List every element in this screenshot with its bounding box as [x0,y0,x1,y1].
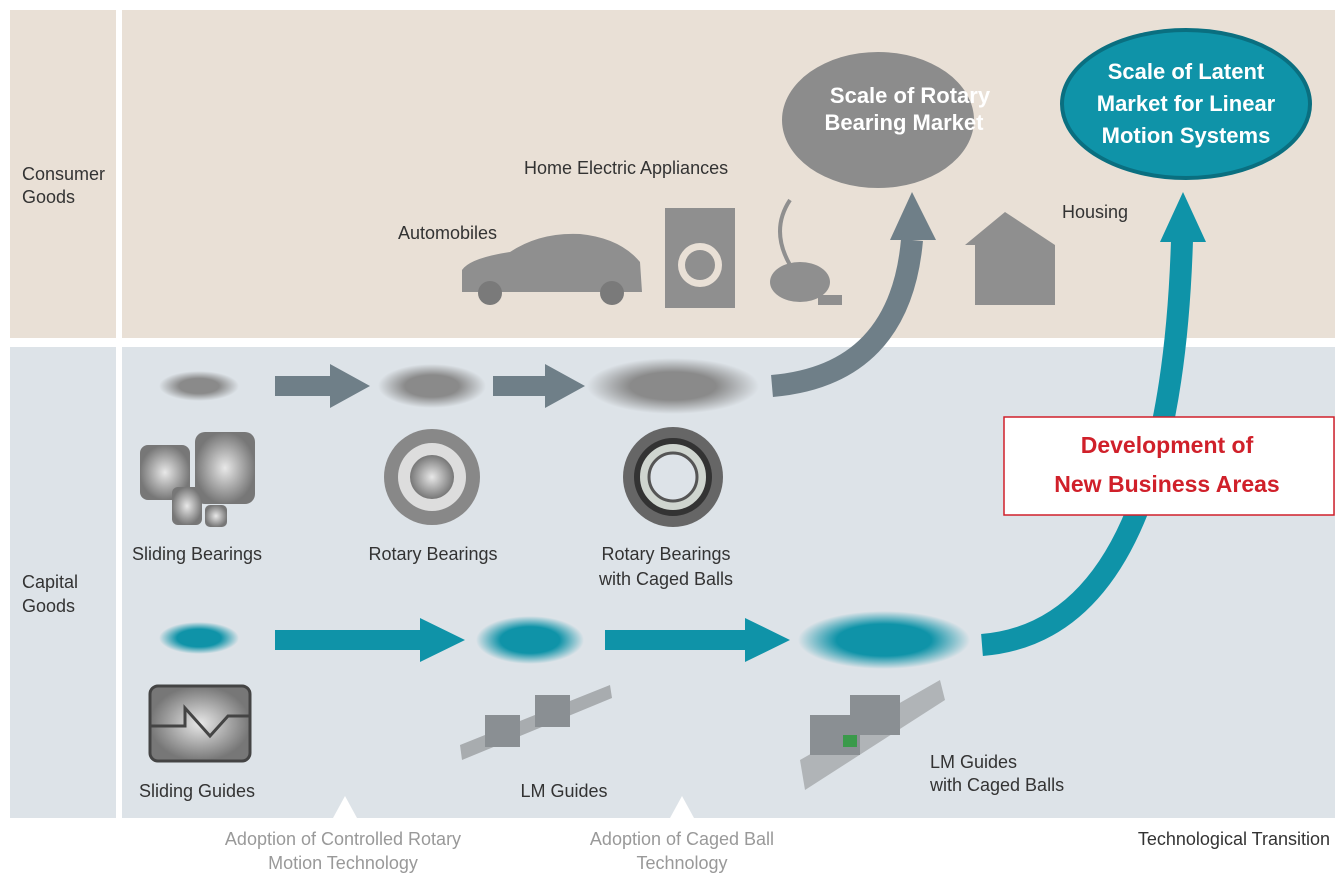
scale-blob [378,364,486,408]
column-divider [116,0,122,818]
diagram: Consumer Goods Capital Goods Scale of Ro… [0,0,1335,877]
car-wheel [478,281,502,305]
product-label: Sliding Bearings [132,544,262,564]
product-label: LM Guides [520,781,607,801]
callout-text: Development of [1081,432,1254,458]
icon-part [172,487,202,525]
sliding-guide-icon [150,686,250,761]
market-label: Scale of Latent [1108,59,1265,84]
product-label: Rotary Bearings [601,544,730,564]
row-label: Consumer [22,164,105,184]
row-label: Goods [22,187,75,207]
icon-part [850,695,900,735]
market-label: Market for Linear [1097,91,1276,116]
consumer-item: Housing [1062,202,1128,222]
scale-blob [159,371,239,401]
washer-door [685,250,715,280]
scale-blob [476,616,584,664]
consumer-item: Home Electric Appliances [524,158,728,178]
icon-part [535,695,570,727]
transition-label: Adoption of Caged Ball [590,829,774,849]
product-label: Sliding Guides [139,781,255,801]
product-label: with Caged Balls [598,569,733,589]
scale-blob [798,611,970,669]
scale-blob [587,358,759,414]
row-label: Capital [22,572,78,592]
market-label: Bearing Market [825,110,985,135]
row-label: Goods [22,596,75,616]
icon-part [843,735,857,747]
transition-label: Adoption of Controlled Rotary [225,829,461,849]
product-label: LM Guides [930,752,1017,772]
caged-bearing-icon [649,453,697,501]
vacuum-head [818,295,842,305]
icon-part [485,715,520,747]
product-label: with Caged Balls [929,775,1064,795]
icon-part [195,432,255,504]
icon-part [205,505,227,527]
scale-blob [159,622,239,654]
transition-label: Motion Technology [268,853,418,873]
market-label: Motion Systems [1102,123,1271,148]
car-wheel [600,281,624,305]
consumer-item: Automobiles [398,223,497,243]
callout-text: New Business Areas [1054,471,1279,497]
rotary-bearing-icon [410,455,454,499]
market-label: Scale of Rotary [830,83,991,108]
axis-label: Technological Transition [1138,829,1330,849]
product-label: Rotary Bearings [368,544,497,564]
transition-label: Technology [636,853,727,873]
